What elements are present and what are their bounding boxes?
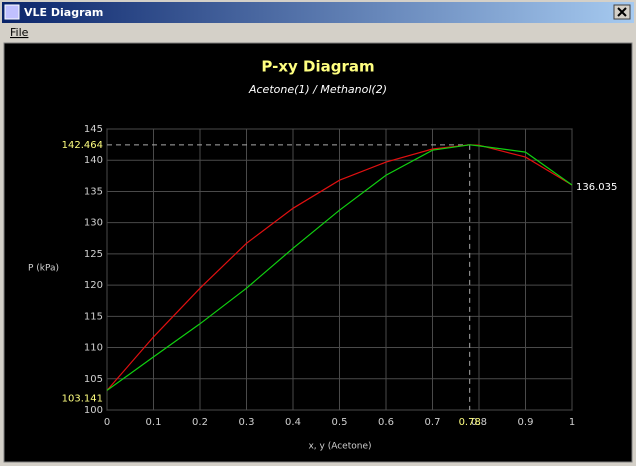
window-title: VLE Diagram <box>24 6 103 19</box>
y-tick-label: 140 <box>84 155 103 166</box>
y-tick-label: 115 <box>84 311 103 322</box>
y-tick-label: 120 <box>84 280 103 291</box>
y-tick-label: 125 <box>84 249 103 260</box>
y-axis-label: P (kPa) <box>28 264 59 274</box>
x-tick-label: 1 <box>569 417 575 428</box>
curve <box>106 144 573 391</box>
close-button[interactable] <box>613 4 631 20</box>
app-icon <box>4 4 20 20</box>
x-tick-label: 0.5 <box>332 417 348 428</box>
y-tick-label: 145 <box>84 124 103 135</box>
x-tick-label: 0.6 <box>378 417 394 428</box>
y-tick-label: 130 <box>84 218 103 229</box>
annotation: 142.464 <box>62 140 103 151</box>
chart-subtitle: Acetone(1) / Methanol(2) <box>248 83 387 96</box>
x-axis-label: x, y (Acetone) <box>308 442 371 452</box>
x-tick-label: 0 <box>104 417 110 428</box>
x-tick-label: 0.4 <box>285 417 301 428</box>
y-tick-label: 100 <box>84 405 103 416</box>
annotation: 103.141 <box>62 393 103 404</box>
annotation: 136.035 <box>576 182 617 193</box>
chart-title: P-xy Diagram <box>261 58 374 76</box>
x-tick-label: 0.1 <box>146 417 162 428</box>
x-tick-label: 0.9 <box>518 417 534 428</box>
chart-area <box>3 42 633 463</box>
annotation: 0.78 <box>459 417 481 428</box>
y-tick-label: 135 <box>84 186 103 197</box>
x-tick-label: 0.8 <box>471 417 487 428</box>
x-tick-label: 0.7 <box>425 417 441 428</box>
menu-file[interactable]: File <box>10 26 29 39</box>
x-tick-label: 0.2 <box>192 417 208 428</box>
x-tick-label: 0.3 <box>239 417 255 428</box>
y-tick-label: 110 <box>84 343 103 354</box>
y-tick-label: 105 <box>84 374 103 385</box>
title-bar <box>2 2 634 23</box>
